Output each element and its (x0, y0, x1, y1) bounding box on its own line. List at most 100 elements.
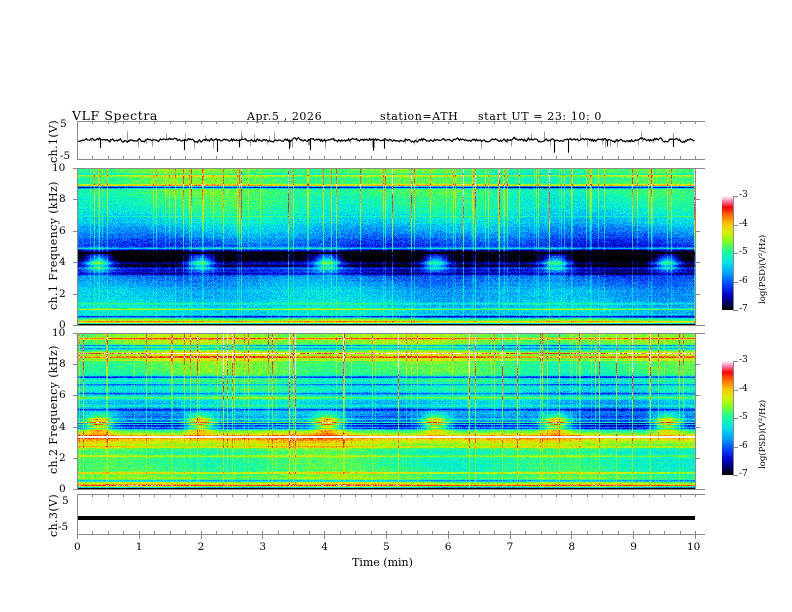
freq-tick (695, 293, 700, 295)
x-tick (138, 531, 140, 534)
x-tick (586, 121, 588, 124)
axis-line (695, 168, 696, 325)
x-major-tick (324, 534, 326, 539)
x-tick (478, 531, 480, 534)
ch2-freq-tick: 2 (59, 451, 66, 464)
x-tick (555, 531, 557, 534)
x-tick (77, 531, 78, 534)
x-tick (262, 494, 264, 497)
x-tick (540, 531, 542, 534)
time-tick: 2 (197, 541, 205, 553)
freq-tick (695, 457, 700, 459)
freq-tick (695, 333, 700, 334)
freq-tick (73, 364, 78, 366)
freq-tick (73, 489, 78, 490)
x-tick (324, 121, 326, 124)
x-tick (664, 531, 666, 534)
x-tick (555, 494, 557, 497)
freq-tick (73, 457, 78, 459)
x-tick (107, 121, 109, 124)
x-tick (308, 531, 310, 534)
x-tick (107, 494, 109, 497)
x-major-tick (200, 534, 202, 539)
freq-tick (73, 199, 78, 201)
x-tick (633, 494, 635, 497)
x-tick (525, 121, 527, 124)
x-tick (478, 494, 480, 497)
x-tick (262, 121, 264, 124)
x-tick (679, 121, 681, 124)
freq-tick (73, 262, 78, 264)
x-tick (370, 156, 372, 159)
x-tick (77, 494, 78, 497)
x-major-tick (77, 534, 78, 539)
x-tick (509, 531, 511, 534)
freq-tick (695, 325, 700, 326)
colorbar-tick (733, 310, 738, 311)
x-tick (540, 156, 542, 159)
ch2-freq-tick: 4 (59, 420, 66, 433)
x-tick (293, 121, 295, 124)
x-tick (633, 121, 635, 124)
freq-tick (73, 395, 78, 397)
axis-line (77, 121, 78, 159)
axis-line (77, 494, 78, 534)
x-tick (478, 156, 480, 159)
freq-tick (73, 293, 78, 295)
freq-tick (695, 395, 700, 397)
freq-tick (695, 230, 700, 232)
x-tick (293, 531, 295, 534)
x-tick (231, 156, 233, 159)
x-tick (277, 494, 279, 497)
x-tick (525, 156, 527, 159)
colorbar-ch2-label: log(PSD)(V²/Hz) (758, 399, 768, 469)
x-tick (200, 121, 202, 124)
x-tick (77, 121, 78, 124)
x-tick (432, 156, 434, 159)
axis-line (77, 489, 705, 490)
x-tick (602, 494, 604, 497)
x-tick (231, 121, 233, 124)
x-tick (262, 531, 264, 534)
x-tick (463, 531, 465, 534)
colorbar-tick (733, 196, 738, 197)
freq-tick (73, 333, 78, 334)
colorbar-tick-label: -6 (739, 440, 748, 451)
x-tick (509, 121, 511, 124)
x-tick (216, 156, 218, 159)
x-tick (509, 494, 511, 497)
colorbar-tick (733, 281, 738, 283)
x-tick (447, 531, 449, 534)
x-tick (154, 121, 156, 124)
x-tick (370, 494, 372, 497)
time-tick: 1 (135, 541, 143, 553)
colorbar-tick-label: -7 (739, 469, 748, 479)
x-tick (386, 121, 387, 124)
x-tick (679, 494, 681, 497)
ch1-freq-tick: 0 (59, 319, 66, 331)
x-tick (571, 156, 573, 159)
x-tick (416, 494, 418, 497)
x-tick (293, 156, 295, 159)
ch1-freq-tick: 10 (52, 162, 66, 174)
axis-line (77, 168, 705, 169)
x-tick (370, 121, 372, 124)
colorbar-tick-label: -7 (739, 304, 748, 314)
time-tick: 7 (506, 541, 514, 553)
x-tick (92, 531, 94, 534)
ch1-freq-tick: 8 (59, 193, 66, 206)
x-tick (695, 494, 696, 497)
freq-tick (73, 426, 78, 428)
time-tick: 6 (444, 541, 452, 553)
axis-line (77, 333, 705, 334)
x-major-tick (447, 534, 449, 539)
x-tick (648, 531, 650, 534)
x-tick (370, 531, 372, 534)
x-tick (664, 121, 666, 124)
x-tick (401, 121, 403, 124)
x-tick (447, 156, 449, 159)
x-tick (324, 494, 326, 497)
axis-line (77, 494, 705, 495)
axis-line (695, 333, 696, 489)
x-tick (509, 156, 511, 159)
